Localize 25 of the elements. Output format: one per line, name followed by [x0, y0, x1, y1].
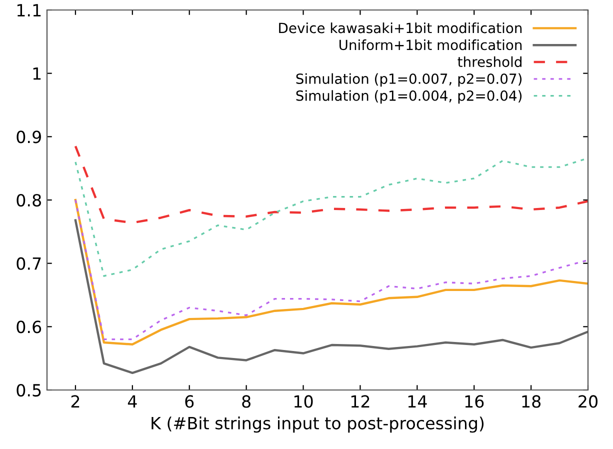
- x-tick-label: 2: [71, 395, 80, 408]
- y-tick-label: 1: [33, 68, 41, 80]
- x-tick-label: 14: [408, 395, 427, 408]
- x-tick-label: 6: [185, 395, 194, 408]
- line-series: [74, 219, 588, 374]
- x-tick-label: 4: [128, 395, 137, 408]
- y-tick-label: 0.8: [16, 194, 41, 207]
- line-series: [74, 145, 588, 224]
- x-tick-label: 16: [465, 395, 484, 408]
- x-tick-label: 12: [351, 395, 370, 408]
- x-tick-label: 18: [522, 395, 541, 408]
- legend-label: Simulation (p1=0.007, p2=0.07): [296, 73, 522, 87]
- x-axis-title: K (#Bit strings input to post-processing): [152, 416, 484, 433]
- legend-label: Simulation (p1=0.004, p2=0.04): [296, 90, 522, 104]
- x-tick-label: 20: [578, 395, 598, 408]
- y-tick-label: 0.6: [16, 320, 42, 334]
- y-tick-label: 0.9: [16, 130, 41, 144]
- y-tick-label: 1.1: [17, 4, 41, 16]
- y-tick-label: 0.5: [16, 384, 41, 397]
- legend-label: threshold: [458, 56, 522, 68]
- x-tick-label: 10: [294, 395, 313, 408]
- legend-label: Uniform+1bit modification: [340, 39, 522, 50]
- legend-label: Device kawasaki+1bit modification: [279, 22, 522, 34]
- y-tick-label: 0.7: [16, 257, 41, 270]
- x-tick-label: 8: [242, 395, 250, 408]
